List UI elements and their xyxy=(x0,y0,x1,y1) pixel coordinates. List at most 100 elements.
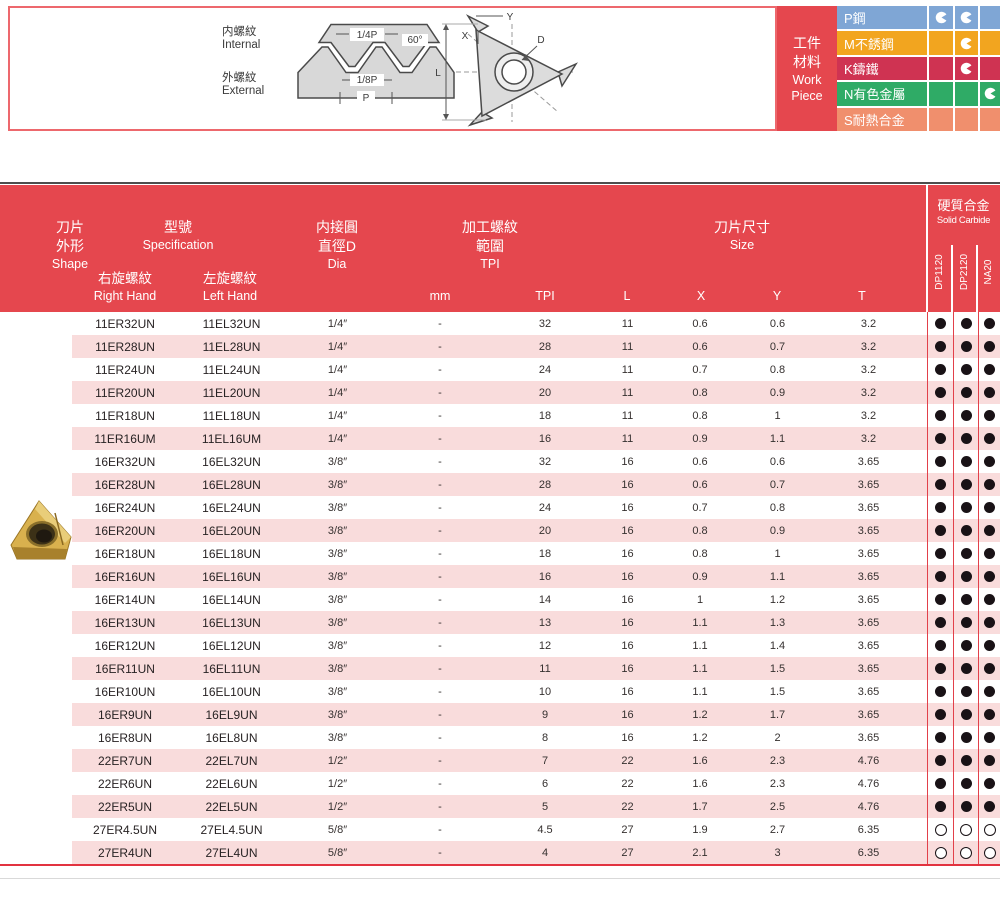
dim-l-value: 16 xyxy=(621,639,634,652)
filled-circle-icon xyxy=(984,548,995,559)
grade-availability-NA20 xyxy=(978,381,1000,404)
filled-circle-icon xyxy=(935,364,946,375)
filled-circle-icon xyxy=(960,364,972,375)
tpi-value: 16 xyxy=(490,565,600,588)
right-hand-model: 16ER24UN xyxy=(94,500,156,515)
table-row: 11ER20UN 11EL20UN 1/4″ -20 11 0.8 0.9 3.2 xyxy=(0,381,1000,404)
filled-circle-icon xyxy=(960,502,972,513)
filled-circle-icon xyxy=(984,410,995,421)
table-row: 16ER8UN 16EL8UN 3/8″ - 8 16 1.2 2 3.65 xyxy=(0,726,1000,749)
filled-circle-icon xyxy=(935,617,946,628)
filled-circle-icon xyxy=(935,686,946,697)
grade-availability-DP2120 xyxy=(953,726,978,749)
dim-y-value: 2 xyxy=(774,731,781,744)
material-grade-mark-cell xyxy=(978,82,1000,106)
dia-mm-value: - xyxy=(438,455,442,468)
dim-l-value: 11 xyxy=(621,363,634,376)
grade-availability-DP1120 xyxy=(927,703,953,726)
left-hand-model: 16EL16UN xyxy=(178,565,285,588)
footer-divider xyxy=(0,878,1000,879)
dim-y-value: 1 xyxy=(774,547,781,560)
grade-availability-DP2120 xyxy=(953,496,978,519)
grade-availability-DP1120 xyxy=(927,726,953,749)
suitability-pacman-icon xyxy=(960,11,972,24)
filled-circle-icon xyxy=(935,502,946,513)
right-hand-model: 16ER8UN xyxy=(97,730,153,745)
left-hand-model: 27EL4.5UN xyxy=(200,822,263,837)
left-hand-model: 11EL28UN xyxy=(178,335,285,358)
suitability-pacman-icon xyxy=(960,37,972,49)
shape-cell xyxy=(0,772,72,795)
shape-cell xyxy=(0,795,72,818)
header-shape-zh2: 外形 xyxy=(56,238,84,254)
right-hand-model: 16ER13UN xyxy=(72,611,178,634)
dia-mm-value: - xyxy=(438,547,442,560)
dim-l-value: 22 xyxy=(600,795,655,818)
dia-mm-value: - xyxy=(438,639,442,652)
dia-inch-value: 5/8″ xyxy=(327,823,348,836)
grade-availability-NA20 xyxy=(978,795,1000,818)
filled-circle-icon xyxy=(984,525,995,536)
grade-availability-DP1120 xyxy=(927,312,953,335)
grade-availability-DP2120 xyxy=(953,335,978,358)
grade-availability-DP2120 xyxy=(953,404,978,427)
filled-circle-icon xyxy=(960,617,972,628)
grade-availability-DP1120 xyxy=(927,565,953,588)
shape-cell xyxy=(0,312,72,335)
grade-availability-NA20 xyxy=(978,473,1000,496)
dim-t-value: 3.2 xyxy=(860,363,877,376)
filled-circle-icon xyxy=(935,778,946,789)
shape-cell xyxy=(0,818,72,841)
grade-availability-DP1120 xyxy=(927,634,953,657)
header-shape: 刀片 外形 Shape xyxy=(0,218,140,272)
filled-circle-icon xyxy=(984,594,995,605)
table-row: 11ER28UN 11EL28UN 1/4″ -28 11 0.6 0.7 3.2 xyxy=(0,335,1000,358)
grade-availability-DP2120 xyxy=(953,519,978,542)
table-header: 刀片 外形 Shape 型號 Specification 右旋螺紋 Right … xyxy=(0,185,1000,312)
dim-y-value: 0.8 xyxy=(769,501,786,514)
filled-circle-icon xyxy=(935,341,946,352)
left-hand-model: 16EL18UN xyxy=(202,546,261,561)
table-row: 22ER7UN 22EL7UN 1/2″ -7 22 1.6 2.3 4.76 xyxy=(0,749,1000,772)
filled-circle-icon xyxy=(960,801,972,812)
dim-angle-label: 60° xyxy=(407,35,422,46)
dim-x-value: 1.1 xyxy=(655,657,745,680)
right-hand-model: 16ER9UN xyxy=(72,703,178,726)
grade-availability-NA20 xyxy=(978,680,1000,703)
dim-quarter-p-label: 1/4P xyxy=(357,30,378,41)
dia-inch-value: 1/2″ xyxy=(327,777,348,790)
thread-profile-diagram-box: 内螺紋 Internal 外螺紋 External 1/4P 60° 1/8P xyxy=(8,6,777,131)
right-hand-model: 16ER10UN xyxy=(94,684,156,699)
dim-x-value: 1.1 xyxy=(692,685,708,698)
dim-l-value: 22 xyxy=(600,749,655,772)
grade-availability-NA20 xyxy=(978,726,1000,749)
grade-availability-DP1120 xyxy=(927,611,953,634)
dim-x-value: 1.2 xyxy=(655,703,745,726)
right-hand-model: 27ER4.5UN xyxy=(92,822,158,837)
grade-column-label: DP1120 xyxy=(934,254,945,290)
dia-inch-value: 1/4″ xyxy=(327,317,348,330)
left-hand-model: 16EL12UN xyxy=(202,638,261,653)
table-row: 11ER32UN 11EL32UN 1/4″ - 32 11 0.6 0.6 3.2 xyxy=(0,312,1000,335)
dia-inch-value: 3/8″ xyxy=(285,473,390,496)
right-hand-model: 11ER24UN xyxy=(95,362,155,377)
left-hand-model: 16EL20UN xyxy=(178,519,285,542)
dia-inch-value: 3/8″ xyxy=(285,657,390,680)
dim-l-value: 27 xyxy=(600,841,655,864)
dim-y-value: 2.3 xyxy=(745,749,810,772)
grade-availability-NA20 xyxy=(978,496,1000,519)
filled-circle-icon xyxy=(935,456,946,467)
left-hand-model: 22EL5UN xyxy=(178,795,285,818)
table-row: 16ER18UN 16EL18UN 3/8″ - 18 16 0.8 1 3.65 xyxy=(0,542,1000,565)
table-row: 16ER10UN 16EL10UN 3/8″ - 10 16 1.1 1.5 3.65 xyxy=(0,680,1000,703)
table-row: 16ER24UN 16EL24UN 3/8″ - 24 16 0.7 0.8 3.65 xyxy=(0,496,1000,519)
dia-mm-value: - xyxy=(438,501,442,514)
filled-circle-icon xyxy=(984,732,995,743)
header-carbide-zh: 硬質合金 xyxy=(937,198,990,213)
open-circle-icon xyxy=(960,823,972,836)
right-hand-model: 11ER28UN xyxy=(72,335,178,358)
filled-circle-icon xyxy=(935,801,946,812)
filled-circle-icon xyxy=(935,732,946,743)
dia-inch-value: 3/8″ xyxy=(285,703,390,726)
material-grade-empty-cell xyxy=(978,31,1000,55)
